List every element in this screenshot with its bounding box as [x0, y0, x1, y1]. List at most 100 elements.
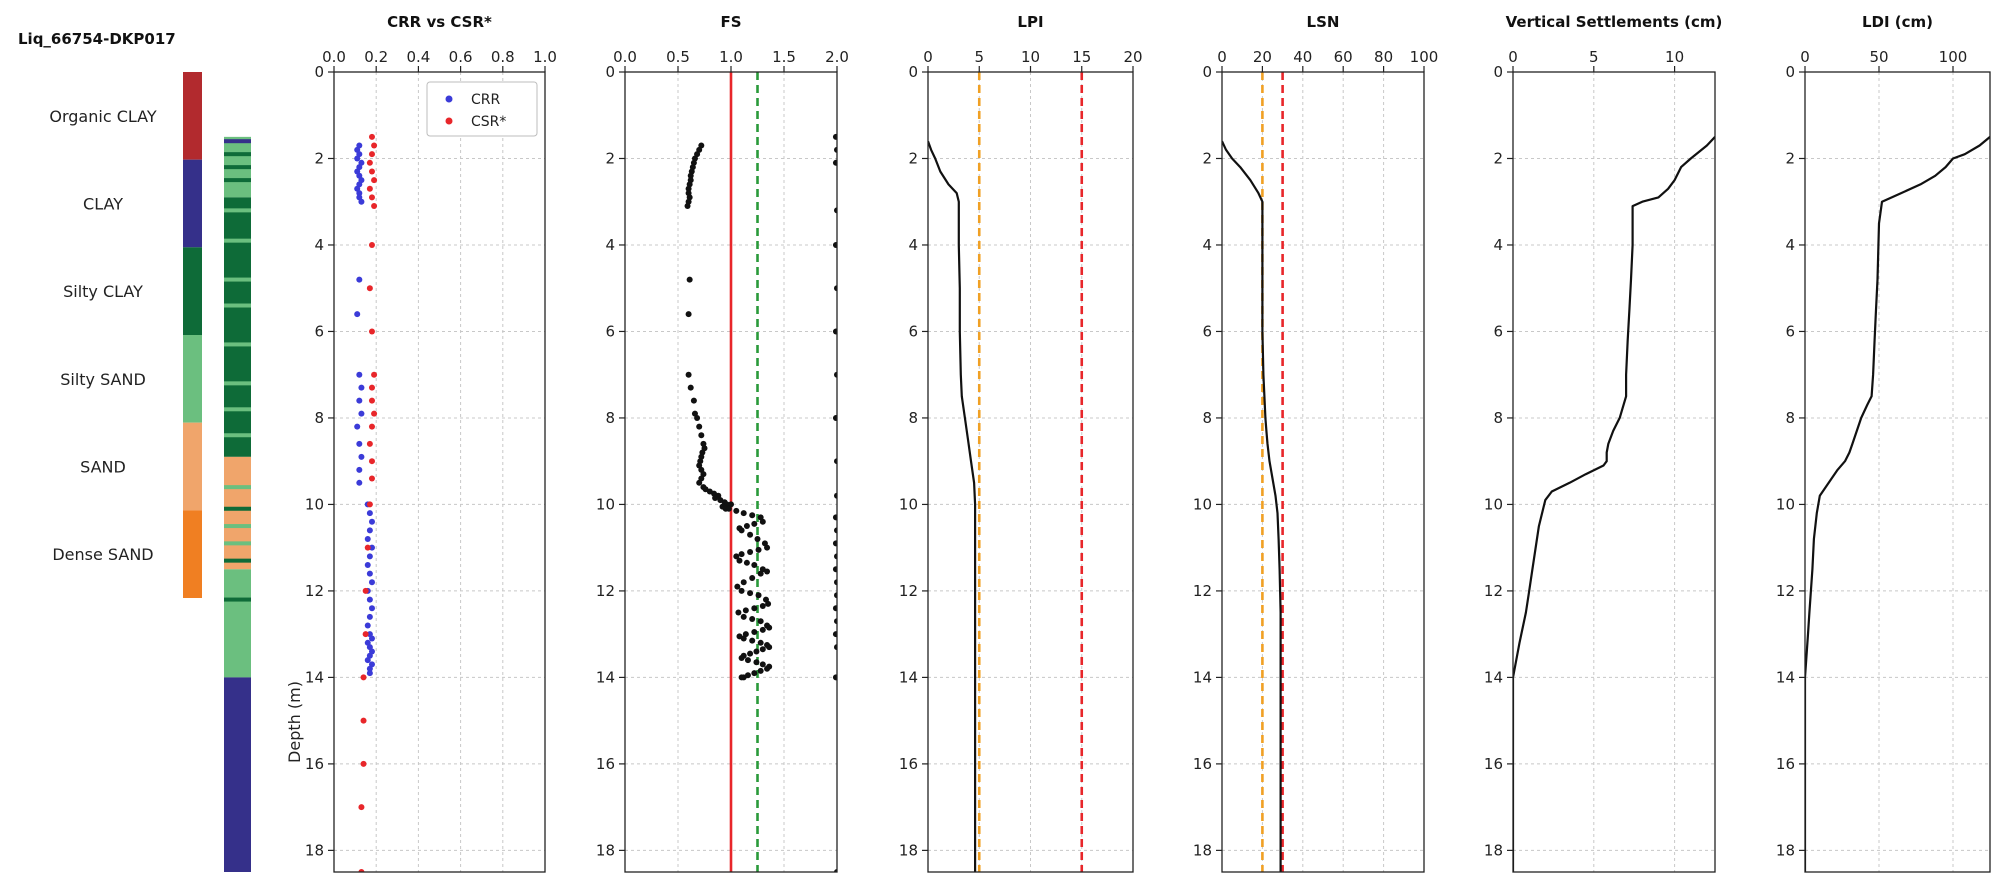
legend-band: [183, 72, 202, 160]
soil-layer: [224, 677, 251, 872]
data-point: [749, 616, 756, 623]
y-tick-label: 2: [1785, 149, 1795, 167]
data-point: [764, 544, 771, 551]
y-tick-label: 18: [1484, 841, 1503, 859]
legend-box: [426, 81, 538, 137]
y-tick-label: 10: [1484, 495, 1503, 513]
panel-title: FS: [720, 13, 741, 31]
data-point: [834, 618, 837, 625]
x-tick-label: 1.0: [533, 48, 557, 66]
y-tick-label: 2: [1493, 149, 1503, 167]
data-point: [751, 670, 758, 677]
data-point: [834, 371, 837, 378]
y-tick-label: 12: [596, 582, 615, 600]
y-tick-label: 8: [314, 409, 324, 427]
data-point: [751, 520, 758, 527]
y-tick-label: 12: [1776, 582, 1795, 600]
soil-layer-stripe: [224, 407, 251, 412]
soil-layer-stripe: [224, 342, 251, 347]
data-point: [751, 605, 758, 612]
figure-title: Liq_66754-DKP017: [18, 30, 176, 48]
soil-profile-column: [224, 136, 251, 872]
series-line: [1513, 136, 1715, 872]
y-tick-label: 14: [305, 668, 324, 686]
data-point: [834, 869, 837, 872]
data-point: [759, 661, 766, 668]
x-tick-label: 15: [1072, 48, 1091, 66]
x-tick-label: 5: [1589, 48, 1599, 66]
y-tick-label: 4: [908, 236, 918, 254]
soil-layer-stripe: [224, 208, 251, 213]
legend-band: [183, 422, 202, 511]
y-tick-label: 0: [908, 63, 918, 81]
data-point: [366, 510, 373, 517]
y-tick-label: 4: [1202, 236, 1212, 254]
data-point: [356, 371, 363, 378]
data-point: [685, 185, 692, 192]
data-point: [366, 553, 373, 560]
data-point: [764, 665, 771, 672]
data-point: [759, 626, 766, 633]
data-point: [834, 146, 837, 153]
x-tick-label: 0.0: [613, 48, 637, 66]
legend-band-label: Organic CLAY: [49, 107, 156, 126]
y-tick-label: 2: [314, 149, 324, 167]
data-point: [364, 657, 371, 664]
data-point: [366, 440, 373, 447]
data-point: [734, 583, 741, 590]
soil-layer: [224, 456, 251, 570]
data-point: [738, 527, 745, 534]
data-point: [725, 505, 732, 512]
legend-entry: CSR*: [471, 114, 506, 130]
data-point: [358, 384, 365, 391]
y-tick-label: 18: [596, 841, 615, 859]
panel-title: LPI: [1017, 13, 1043, 31]
data-point: [834, 644, 837, 651]
data-point: [360, 760, 367, 767]
data-point: [371, 142, 378, 149]
series-line: [928, 140, 977, 872]
data-point: [747, 590, 754, 597]
y-tick-label: 2: [908, 149, 918, 167]
y-tick-label: 18: [1193, 841, 1212, 859]
data-point: [738, 551, 745, 558]
y-tick-label: 10: [899, 495, 918, 513]
data-point: [832, 540, 837, 547]
x-tick-label: 20: [1123, 48, 1142, 66]
data-area: [1513, 136, 1715, 872]
y-tick-label: 8: [605, 409, 615, 427]
soil-layer-stripe: [224, 597, 251, 602]
data-point: [356, 466, 363, 473]
legend-band-label: CLAY: [83, 195, 123, 214]
data-point: [358, 804, 365, 811]
y-tick-label: 0: [605, 63, 615, 81]
y-tick-label: 10: [1193, 495, 1212, 513]
data-point: [694, 414, 701, 421]
data-point: [368, 397, 375, 404]
data-point: [368, 579, 375, 586]
soil-layer-stripe: [224, 165, 251, 170]
data-point: [832, 414, 837, 421]
y-tick-label: 4: [605, 236, 615, 254]
y-tick-label: 4: [314, 236, 324, 254]
data-point: [356, 276, 363, 283]
data-point: [744, 657, 751, 664]
data-point: [366, 527, 373, 534]
data-point: [712, 494, 719, 501]
data-point: [757, 667, 764, 674]
data-point: [834, 553, 837, 560]
soil-layer-stripe: [224, 303, 251, 308]
soil-layer-stripe: [224, 277, 251, 282]
data-point: [364, 544, 371, 551]
x-tick-label: 80: [1374, 48, 1393, 66]
data-point: [740, 579, 747, 586]
data-point: [747, 549, 754, 555]
panel-title: LSN: [1307, 13, 1340, 31]
data-point: [356, 190, 363, 197]
y-tick-label: 12: [1193, 582, 1212, 600]
x-tick-label: 0.8: [491, 48, 515, 66]
chart-panel: 0 5 10 0 2 4 6 8 10 12 14 16 18 Vertical Settlements …: [1484, 13, 1722, 873]
data-point: [747, 531, 754, 538]
x-tick-label: 5: [974, 48, 984, 66]
x-tick-label: 0: [1800, 48, 1810, 66]
